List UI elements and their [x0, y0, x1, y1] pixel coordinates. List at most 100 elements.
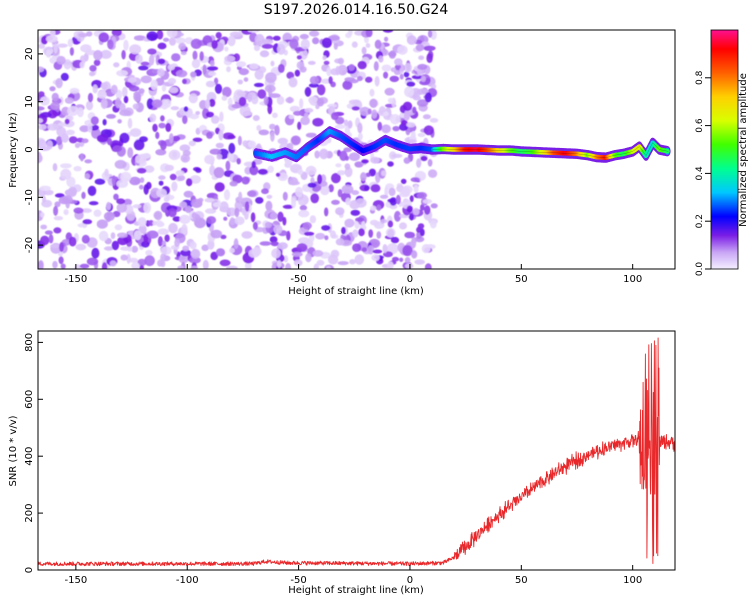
- noise-blob: [304, 112, 309, 119]
- noise-blob: [265, 200, 273, 212]
- noise-blob: [406, 122, 416, 128]
- noise-blob: [328, 35, 340, 41]
- noise-blob: [168, 208, 177, 218]
- noise-blob: [107, 137, 112, 146]
- noise-blob: [409, 195, 414, 203]
- noise-blob: [244, 201, 250, 212]
- x-tick-label: 0: [407, 274, 413, 285]
- noise-blob: [133, 91, 142, 102]
- noise-blob: [402, 101, 413, 112]
- noise-blob: [371, 109, 378, 119]
- noise-blob: [359, 106, 371, 116]
- noise-blob: [241, 176, 250, 185]
- noise-blob: [192, 50, 198, 61]
- noise-blob: [376, 231, 382, 239]
- noise-blob: [40, 212, 45, 218]
- noise-blob: [428, 169, 438, 178]
- noise-blob: [247, 140, 256, 148]
- noise-blob: [300, 39, 310, 50]
- noise-blob: [123, 39, 129, 51]
- noise-blob: [351, 106, 360, 111]
- noise-blob: [86, 257, 99, 266]
- noise-blob: [430, 203, 438, 209]
- noise-blob: [250, 212, 256, 223]
- noise-blob: [61, 195, 73, 204]
- noise-blob: [252, 221, 258, 230]
- noise-blob: [271, 248, 281, 259]
- noise-blob: [283, 255, 289, 263]
- noise-blob: [171, 181, 178, 192]
- noise-blob: [307, 182, 317, 188]
- noise-blob: [352, 229, 359, 238]
- noise-blob: [395, 194, 401, 205]
- noise-blob: [270, 60, 275, 67]
- noise-blob: [215, 248, 226, 257]
- noise-blob: [210, 251, 218, 261]
- noise-blob: [361, 159, 369, 164]
- noise-blob: [38, 43, 45, 49]
- noise-blob: [113, 193, 119, 201]
- noise-blob: [156, 188, 168, 198]
- noise-blob: [38, 106, 45, 111]
- noise-blob: [129, 128, 142, 137]
- noise-blob: [365, 76, 373, 83]
- noise-blob: [380, 219, 388, 224]
- noise-blob: [164, 234, 170, 242]
- noise-blob: [369, 88, 375, 97]
- noise-blob: [389, 197, 397, 206]
- noise-blob: [389, 75, 400, 83]
- noise-blob: [417, 223, 425, 230]
- noise-blob: [406, 35, 417, 45]
- noise-blob: [264, 221, 272, 229]
- noise-blob: [226, 66, 231, 73]
- noise-blob: [387, 228, 395, 238]
- noise-blob: [116, 198, 126, 205]
- noise-blob: [84, 159, 93, 164]
- noise-blob: [251, 95, 259, 105]
- noise-blob: [416, 192, 428, 199]
- noise-blob: [247, 30, 260, 33]
- noise-blob: [127, 118, 133, 129]
- noise-blob: [216, 153, 223, 160]
- colorbar-tick-label: 0.0: [695, 262, 705, 277]
- noise-blob: [42, 46, 54, 56]
- noise-blob: [252, 115, 260, 121]
- noise-blob: [42, 195, 46, 203]
- noise-blob: [178, 255, 189, 264]
- noise-blob: [82, 219, 93, 225]
- noise-blob: [145, 249, 153, 256]
- noise-blob: [123, 95, 129, 104]
- noise-blob: [420, 204, 425, 211]
- noise-blob: [249, 63, 259, 70]
- noise-blob: [49, 56, 58, 64]
- noise-blob: [97, 90, 107, 99]
- snr-y-axis: 0 200 400 600 800: [24, 333, 43, 573]
- noise-blob: [364, 185, 370, 192]
- noise-blob: [389, 114, 401, 125]
- noise-blob: [68, 186, 77, 197]
- y-tick-label: 800: [24, 333, 35, 352]
- noise-blob: [238, 68, 249, 76]
- noise-blob: [392, 126, 400, 132]
- noise-blob: [81, 138, 89, 144]
- noise-blob: [87, 123, 93, 133]
- noise-blob: [214, 83, 223, 94]
- noise-blob: [119, 109, 132, 117]
- noise-blob: [289, 38, 299, 49]
- noise-blob: [59, 242, 64, 252]
- noise-blob: [427, 30, 433, 38]
- noise-blob: [258, 129, 270, 136]
- noise-blob: [302, 222, 312, 230]
- noise-blob: [224, 46, 229, 52]
- noise-blob: [349, 259, 356, 265]
- noise-blob: [205, 80, 216, 88]
- noise-blob: [51, 92, 59, 102]
- noise-blob: [179, 214, 191, 224]
- noise-blob: [93, 209, 102, 217]
- noise-blob: [201, 244, 209, 252]
- noise-blob: [166, 30, 178, 38]
- noise-blob: [312, 117, 324, 127]
- noise-blob: [229, 31, 242, 38]
- noise-blob: [89, 65, 97, 72]
